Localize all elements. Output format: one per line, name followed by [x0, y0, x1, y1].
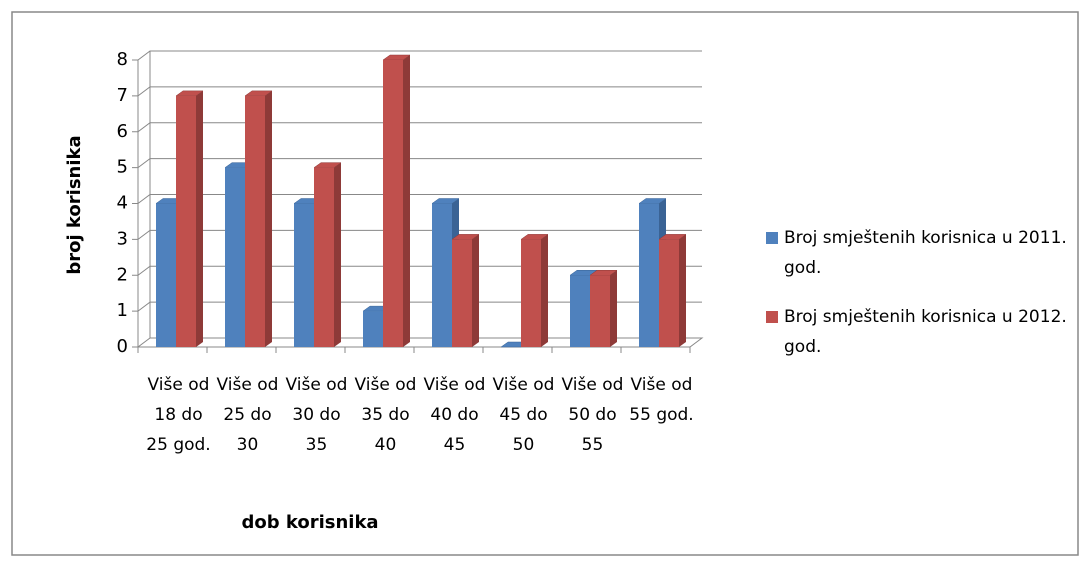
bar: [432, 203, 452, 347]
y-tick-label: 1: [117, 300, 128, 321]
bar-side: [679, 234, 686, 347]
bar: [245, 95, 265, 347]
bar-side: [541, 234, 548, 347]
legend-swatch: [766, 311, 778, 323]
legend-label: Broj smještenih korisnica u 2012. god.: [784, 307, 1067, 357]
bar: [294, 203, 314, 347]
y-tick-label: 6: [117, 121, 128, 142]
bar: [659, 239, 679, 347]
bar: [314, 167, 334, 347]
bar: [639, 203, 659, 347]
y-tick-label: 3: [117, 228, 128, 249]
y-tick-label: 8: [117, 49, 128, 70]
y-tick-label: 0: [117, 336, 128, 357]
y-tick-label: 5: [117, 157, 128, 178]
bar-side: [334, 162, 341, 347]
bar-side: [472, 234, 479, 347]
x-axis-title: dob korisnika: [241, 512, 378, 533]
grid-line: [137, 122, 702, 133]
grid-line: [137, 194, 702, 204]
y-axis-title: broj korisnika: [64, 135, 85, 274]
x-tick-label: Više od 30 do 35: [285, 375, 348, 455]
x-tick-label: Više od 55 god.: [629, 375, 694, 425]
bar: [363, 311, 383, 347]
x-tick-label: Više od 50 do 55: [561, 375, 624, 455]
bar: [383, 60, 403, 347]
grid-line: [137, 265, 702, 276]
bar: [452, 239, 472, 347]
grid-line: [137, 50, 702, 61]
bar-side: [196, 90, 203, 347]
legend-swatch: [766, 232, 778, 244]
bar-side: [610, 270, 617, 347]
x-tick-label: Više od 18 do 25 god.: [146, 375, 211, 455]
x-tick-label: Više od 40 do 45: [423, 375, 486, 455]
x-tick-label: Više od 35 do 40: [354, 375, 417, 455]
bar: [225, 167, 245, 347]
grid-line: [137, 301, 702, 312]
grid-line: [137, 158, 702, 169]
bar-side: [403, 55, 410, 347]
y-tick-label: 7: [117, 85, 128, 106]
y-tick-label: 2: [117, 264, 128, 285]
grid-line: [137, 229, 702, 240]
legend-label: Broj smještenih korisnica u 2011. god.: [784, 228, 1067, 278]
bar: [521, 239, 541, 347]
y-tick-label: 4: [117, 193, 128, 214]
x-tick-label: Više od 25 do 30: [216, 375, 279, 455]
bar-side: [265, 90, 272, 347]
x-tick-label: Više od 45 do 50: [492, 375, 555, 455]
bar: [590, 275, 610, 347]
bar: [176, 95, 196, 347]
bar: [570, 275, 590, 347]
grid-line: [137, 337, 702, 348]
grid-line: [137, 86, 702, 97]
bar: [156, 203, 176, 347]
